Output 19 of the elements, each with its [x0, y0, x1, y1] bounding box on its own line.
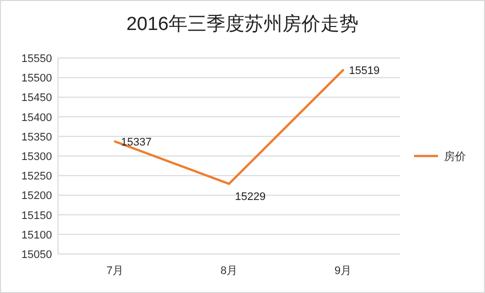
y-tick-label: 15150 [21, 210, 52, 222]
y-tick-label: 15250 [21, 170, 52, 183]
y-tick-label: 15300 [21, 151, 52, 163]
y-tick-label: 15350 [21, 131, 52, 144]
legend-label: 房价 [444, 150, 466, 163]
y-tick-label: 15450 [21, 92, 52, 104]
y-tick-label: 15500 [21, 72, 52, 85]
y-tick-label: 15050 [21, 249, 52, 261]
x-tick-label: 8月 [220, 265, 238, 277]
y-tick-label: 15550 [21, 53, 52, 65]
y-tick-label: 15200 [21, 190, 52, 202]
y-tick-label: 15400 [21, 112, 52, 124]
data-label: 15519 [349, 65, 380, 78]
y-tick-label: 15100 [21, 229, 52, 242]
data-label: 15337 [121, 136, 152, 148]
data-label: 15229 [235, 190, 266, 203]
x-tick-label: 7月 [106, 265, 124, 277]
x-tick-label: 9月 [334, 265, 352, 277]
chart-title: 2016年三季度苏州房价走势 [126, 13, 359, 35]
